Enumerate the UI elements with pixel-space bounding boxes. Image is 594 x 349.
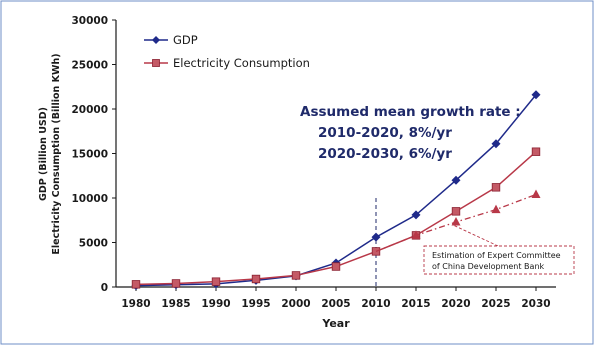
y-tick-label: 20000 — [71, 104, 108, 116]
series-layer — [131, 90, 541, 291]
y-tick-label: 10000 — [71, 193, 108, 205]
x-tick-label: 1990 — [201, 298, 230, 310]
gdp-point — [451, 175, 461, 185]
x-tick-label: 1980 — [121, 298, 150, 310]
estimation-callout-box — [423, 245, 575, 275]
x-tick-label: 2000 — [281, 298, 310, 310]
gdp-point — [491, 139, 501, 149]
estimation-point — [531, 189, 541, 198]
gdp-point — [411, 210, 421, 220]
x-ticks: 1980 1985 1990 1995 2000 2005 2010 2015 2020 2025… — [121, 287, 551, 310]
y-tick-label: 5000 — [79, 238, 108, 250]
estimation-point — [411, 230, 421, 239]
legend-electricity-square — [152, 59, 160, 67]
electricity-point — [211, 277, 221, 286]
x-tick-label: 2015 — [401, 298, 430, 310]
estimation-point — [451, 217, 461, 226]
estimation-callout-line-1: Estimation of Expert Committee — [432, 251, 561, 260]
growth-rate-line-1: 2010-2020, 8%/yr — [318, 125, 452, 141]
growth-rate-line-2: 2020-2030, 6%/yr — [318, 146, 452, 162]
x-tick-label: 2030 — [521, 298, 550, 310]
estimation-point — [491, 204, 501, 214]
x-tick-label: 2010 — [361, 298, 390, 310]
legend: GDP Electricity Consumption — [144, 33, 310, 70]
electricity-point — [131, 280, 141, 289]
electricity-point — [451, 207, 461, 216]
x-tick-label: 2025 — [481, 298, 510, 310]
electricity-point — [171, 279, 181, 288]
y-tick-label: 30000 — [71, 15, 108, 27]
y-axis-title-gdp: GDP (Billion USD) — [38, 107, 49, 201]
y-axis-title-electricity: Electricity Consumption (Billion KWh) — [51, 53, 62, 254]
estimation-callout-leader — [452, 224, 499, 247]
x-tick-label: 2020 — [441, 298, 470, 310]
electricity-point — [491, 183, 501, 192]
y-tick-label: 0 — [101, 282, 108, 294]
electricity-point — [291, 271, 301, 280]
y-tick-label: 15000 — [71, 149, 108, 161]
estimation-callout: Estimation of Expert Committee of China … — [423, 224, 575, 275]
growth-rate-title: Assumed mean growth rate : — [300, 104, 521, 120]
x-tick-label: 2005 — [321, 298, 350, 310]
legend-gdp-diamond — [152, 36, 160, 44]
x-tick-label: 1985 — [161, 298, 190, 310]
x-axis-title: Year — [321, 317, 350, 330]
y-ticks: 0 5000 10000 15000 20000 25000 30000 — [71, 15, 116, 294]
electricity-point — [371, 247, 381, 256]
y-tick-label: 25000 — [71, 60, 108, 72]
gdp-point — [371, 232, 381, 242]
electricity-point — [331, 262, 341, 271]
estimation-callout-line-2: of China Development Bank — [432, 262, 545, 271]
x-tick-label: 1995 — [241, 298, 270, 310]
electricity-point — [251, 274, 261, 284]
legend-electricity-label: Electricity Consumption — [173, 56, 310, 70]
legend-gdp-label: GDP — [173, 33, 198, 47]
electricity-point — [531, 147, 541, 156]
gdp-point — [531, 90, 541, 100]
